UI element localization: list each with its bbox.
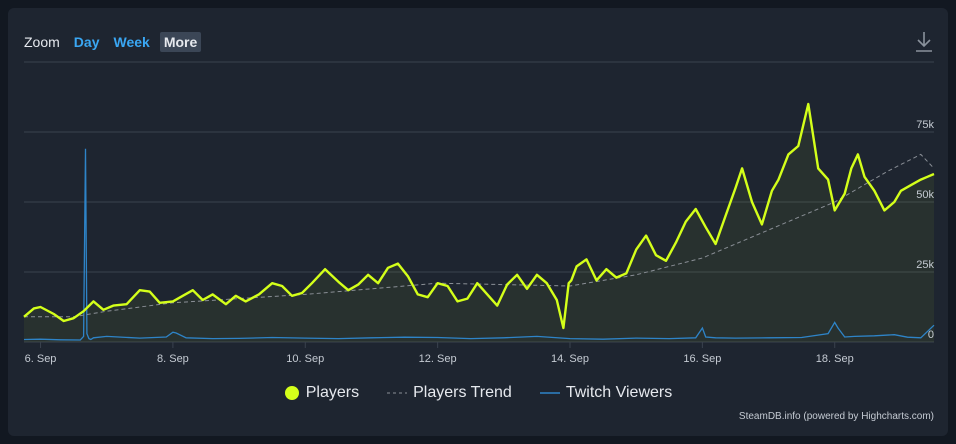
zoom-label: Zoom	[24, 34, 60, 50]
legend-players-label: Players	[305, 384, 360, 401]
players-trend-line	[24, 153, 935, 318]
x-tick-label: 6. Sep	[25, 353, 57, 365]
zoom-week-button[interactable]: Week	[113, 34, 150, 50]
legend: Players Players Trend Twitch Viewers	[8, 384, 948, 402]
legend-trend-label: Players Trend	[413, 384, 512, 401]
x-tick-label: 10. Sep	[286, 353, 324, 365]
legend-players-marker	[284, 386, 299, 400]
y-tick-label: 25k	[916, 259, 934, 271]
x-tick-label: 8. Sep	[157, 353, 189, 365]
legend-item-players-trend[interactable]: Players Trend	[387, 384, 512, 402]
twitch-viewers-line	[23, 148, 935, 341]
players-chart: 6. Sep 8. Sep 10. Sep 12. Sep 14. Sep 16. Sep…	[23, 61, 935, 365]
legend-trend-marker	[387, 392, 408, 394]
y-tick-label: 50k	[916, 189, 934, 201]
legend-item-twitch-viewers[interactable]: Twitch Viewers	[539, 384, 673, 402]
zoom-toolbar: Zoom Day Week More	[24, 32, 202, 52]
x-tick-label: 16. Sep	[683, 353, 721, 365]
x-tick-label: 18. Sep	[816, 353, 854, 365]
download-icon[interactable]	[914, 30, 934, 54]
x-tick-label: 12. Sep	[419, 353, 457, 365]
y-tick-label: 0	[928, 329, 934, 341]
legend-twitch-marker	[539, 392, 560, 394]
x-tick-label: 14. Sep	[551, 353, 589, 365]
legend-item-players[interactable]: Players	[284, 384, 359, 402]
players-area	[24, 104, 934, 342]
zoom-more-button[interactable]: More	[159, 32, 202, 52]
credits[interactable]: SteamDB.info (powered by Highcharts.com)	[738, 411, 934, 422]
players-line	[23, 102, 935, 330]
chart-panel: Zoom Day Week More 6. Sep 8. Sep 10. Sep 12…	[8, 8, 948, 436]
legend-twitch-label: Twitch Viewers	[565, 384, 673, 401]
zoom-day-button[interactable]: Day	[73, 34, 100, 50]
y-tick-label: 75k	[916, 119, 934, 131]
